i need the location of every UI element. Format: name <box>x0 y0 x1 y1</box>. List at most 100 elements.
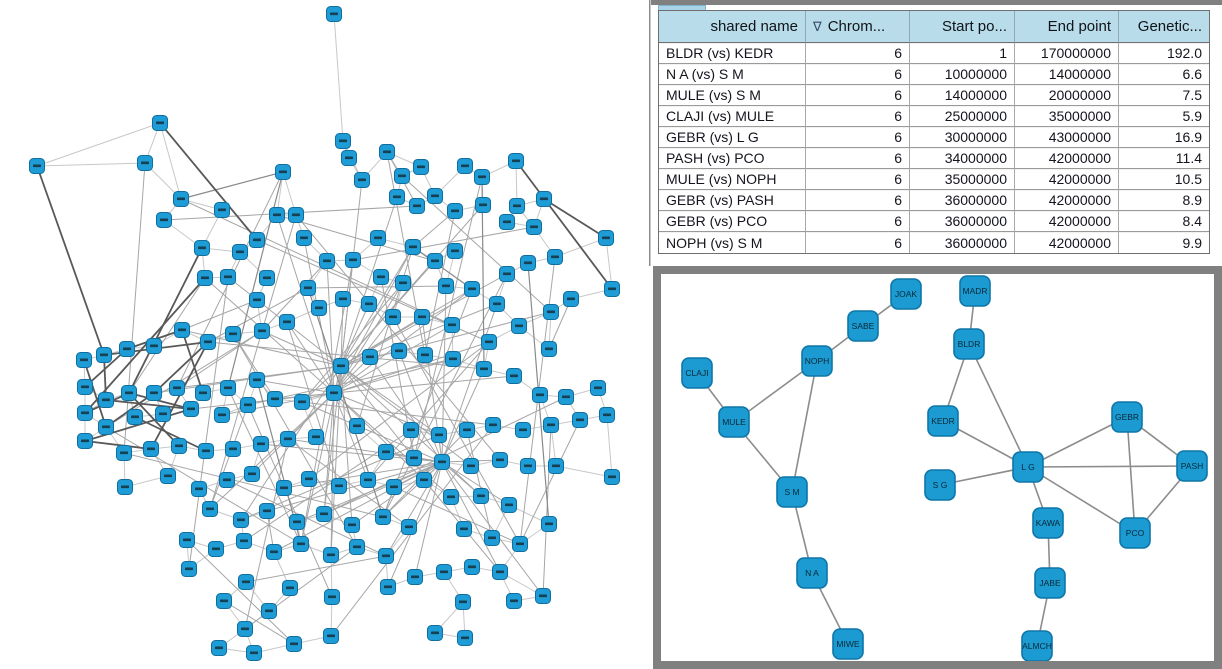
network-node-s-g[interactable] <box>924 469 956 501</box>
table-cell[interactable]: 6 <box>806 85 910 106</box>
table-cell[interactable]: 8.4 <box>1119 211 1209 232</box>
tab-sliver[interactable] <box>658 5 706 10</box>
network-node-miwe[interactable] <box>832 628 864 660</box>
table-cell[interactable]: 6.6 <box>1119 64 1209 85</box>
table-cell[interactable]: 14000000 <box>910 85 1015 106</box>
column-header-1[interactable]: ∇ Chrom... <box>806 11 910 43</box>
column-header-4[interactable]: Genetic... <box>1119 11 1209 43</box>
table-row[interactable]: MULE (vs) S M 6 14000000 20000000 7.5 <box>659 85 1209 106</box>
table-cell[interactable]: 6 <box>806 106 910 127</box>
table-cell[interactable]: 42000000 <box>1015 169 1119 190</box>
network-node-pash[interactable] <box>1176 450 1208 482</box>
table-cell[interactable]: 8.9 <box>1119 190 1209 211</box>
network-node-pco[interactable] <box>1119 517 1151 549</box>
table-cell[interactable]: 11.4 <box>1119 148 1209 169</box>
network-node-sabe[interactable] <box>847 310 879 342</box>
table-cell[interactable]: 43000000 <box>1015 127 1119 148</box>
table-cell[interactable]: 6 <box>806 64 910 85</box>
table-cell[interactable]: 6 <box>806 190 910 211</box>
table-cell[interactable]: 6 <box>806 127 910 148</box>
node-label-mark <box>185 567 193 571</box>
table-cell[interactable]: 42000000 <box>1015 148 1119 169</box>
detail-network-canvas[interactable]: JOAK MADR SABE NOPH CLAJI MULE BLDR KEDR GEBR L G… <box>661 274 1214 661</box>
column-header-3[interactable]: End point <box>1015 11 1119 43</box>
table-cell[interactable]: 16.9 <box>1119 127 1209 148</box>
table-cell[interactable]: GEBR (vs) PCO <box>659 211 806 232</box>
table-cell[interactable]: 10000000 <box>910 64 1015 85</box>
table-row[interactable]: GEBR (vs) L G 6 30000000 43000000 16.9 <box>659 127 1209 148</box>
network-edge <box>323 461 443 515</box>
table-cell[interactable]: 10.5 <box>1119 169 1209 190</box>
table-cell[interactable]: NOPH (vs) S M <box>659 232 806 253</box>
table-cell[interactable]: 42000000 <box>1015 190 1119 211</box>
table-cell[interactable]: 6 <box>806 211 910 232</box>
network-node-almch[interactable] <box>1021 630 1053 661</box>
table-cell[interactable]: 36000000 <box>910 211 1015 232</box>
table-cell[interactable]: GEBR (vs) PASH <box>659 190 806 211</box>
table-cell[interactable]: 36000000 <box>910 232 1015 253</box>
table-row[interactable]: NOPH (vs) S M 6 36000000 42000000 9.9 <box>659 232 1209 253</box>
network-edge[interactable] <box>1126 416 1136 534</box>
table-cell[interactable]: 30000000 <box>910 127 1015 148</box>
table-cell[interactable]: 36000000 <box>910 190 1015 211</box>
table-row[interactable]: GEBR (vs) PCO 6 36000000 42000000 8.4 <box>659 211 1209 232</box>
table-cell[interactable]: 14000000 <box>1015 64 1119 85</box>
table-cell[interactable]: 6 <box>806 148 910 169</box>
filter-icon[interactable]: ∇ <box>813 19 822 34</box>
network-node-jabe[interactable] <box>1034 567 1066 599</box>
table-cell[interactable]: 6 <box>806 232 910 253</box>
node-label-mark <box>297 542 305 546</box>
table-cell[interactable]: 170000000 <box>1015 43 1119 64</box>
table-cell[interactable]: 42000000 <box>1015 232 1119 253</box>
network-node-noph[interactable] <box>801 345 833 377</box>
network-node-n-a[interactable] <box>796 557 828 589</box>
table-row[interactable]: CLAJI (vs) MULE 6 25000000 35000000 5.9 <box>659 106 1209 127</box>
network-edge[interactable] <box>1027 465 1193 468</box>
table-cell[interactable]: 34000000 <box>910 148 1015 169</box>
table-cell[interactable]: MULE (vs) S M <box>659 85 806 106</box>
node-label-mark <box>160 218 168 222</box>
network-node-bldr[interactable] <box>953 328 985 360</box>
network-edge[interactable] <box>1027 466 1136 534</box>
table-cell[interactable]: 5.9 <box>1119 106 1209 127</box>
table-cell[interactable]: 6 <box>806 43 910 64</box>
table-cell[interactable]: CLAJI (vs) MULE <box>659 106 806 127</box>
overview-network-canvas[interactable] <box>0 0 650 669</box>
table-cell[interactable]: 35000000 <box>1015 106 1119 127</box>
network-node-claji[interactable] <box>681 357 713 389</box>
table-cell[interactable]: 25000000 <box>910 106 1015 127</box>
table-cell[interactable]: 192.0 <box>1119 43 1209 64</box>
network-node-madr[interactable] <box>959 275 991 307</box>
table-cell[interactable]: N A (vs) S M <box>659 64 806 85</box>
network-edge[interactable] <box>968 343 1029 468</box>
table-cell[interactable]: 35000000 <box>910 169 1015 190</box>
table-cell[interactable]: BLDR (vs) KEDR <box>659 43 806 64</box>
table-row[interactable]: MULE (vs) NOPH 6 35000000 42000000 10.5 <box>659 169 1209 190</box>
table-row[interactable]: GEBR (vs) PASH 6 36000000 42000000 8.9 <box>659 190 1209 211</box>
table-row[interactable]: BLDR (vs) KEDR 6 1 170000000 192.0 <box>659 43 1209 64</box>
table-cell[interactable]: PASH (vs) PCO <box>659 148 806 169</box>
network-node-kedr[interactable] <box>927 405 959 437</box>
network-node-gebr[interactable] <box>1111 401 1143 433</box>
table-cell[interactable]: 9.9 <box>1119 232 1209 253</box>
network-edge[interactable] <box>1027 416 1128 468</box>
table-cell[interactable]: 1 <box>910 43 1015 64</box>
network-node-l-g[interactable] <box>1012 451 1044 483</box>
table-cell[interactable]: 7.5 <box>1119 85 1209 106</box>
network-edge[interactable] <box>791 360 818 493</box>
network-node-joak[interactable] <box>890 278 922 310</box>
table-cell[interactable]: MULE (vs) NOPH <box>659 169 806 190</box>
node-label-mark <box>540 197 548 201</box>
table-row[interactable]: N A (vs) S M 6 10000000 14000000 6.6 <box>659 64 1209 85</box>
network-node-s-m[interactable] <box>776 476 808 508</box>
table-row[interactable]: PASH (vs) PCO 6 34000000 42000000 11.4 <box>659 148 1209 169</box>
table-cell[interactable]: 42000000 <box>1015 211 1119 232</box>
column-header-0[interactable]: shared name <box>659 11 806 43</box>
table-cell[interactable]: GEBR (vs) L G <box>659 127 806 148</box>
table-cell[interactable]: 6 <box>806 169 910 190</box>
network-node-mule[interactable] <box>718 406 750 438</box>
network-node-kawa[interactable] <box>1032 507 1064 539</box>
table-cell[interactable]: 20000000 <box>1015 85 1119 106</box>
column-header-2[interactable]: Start po... <box>910 11 1015 43</box>
network-edge <box>84 348 128 388</box>
